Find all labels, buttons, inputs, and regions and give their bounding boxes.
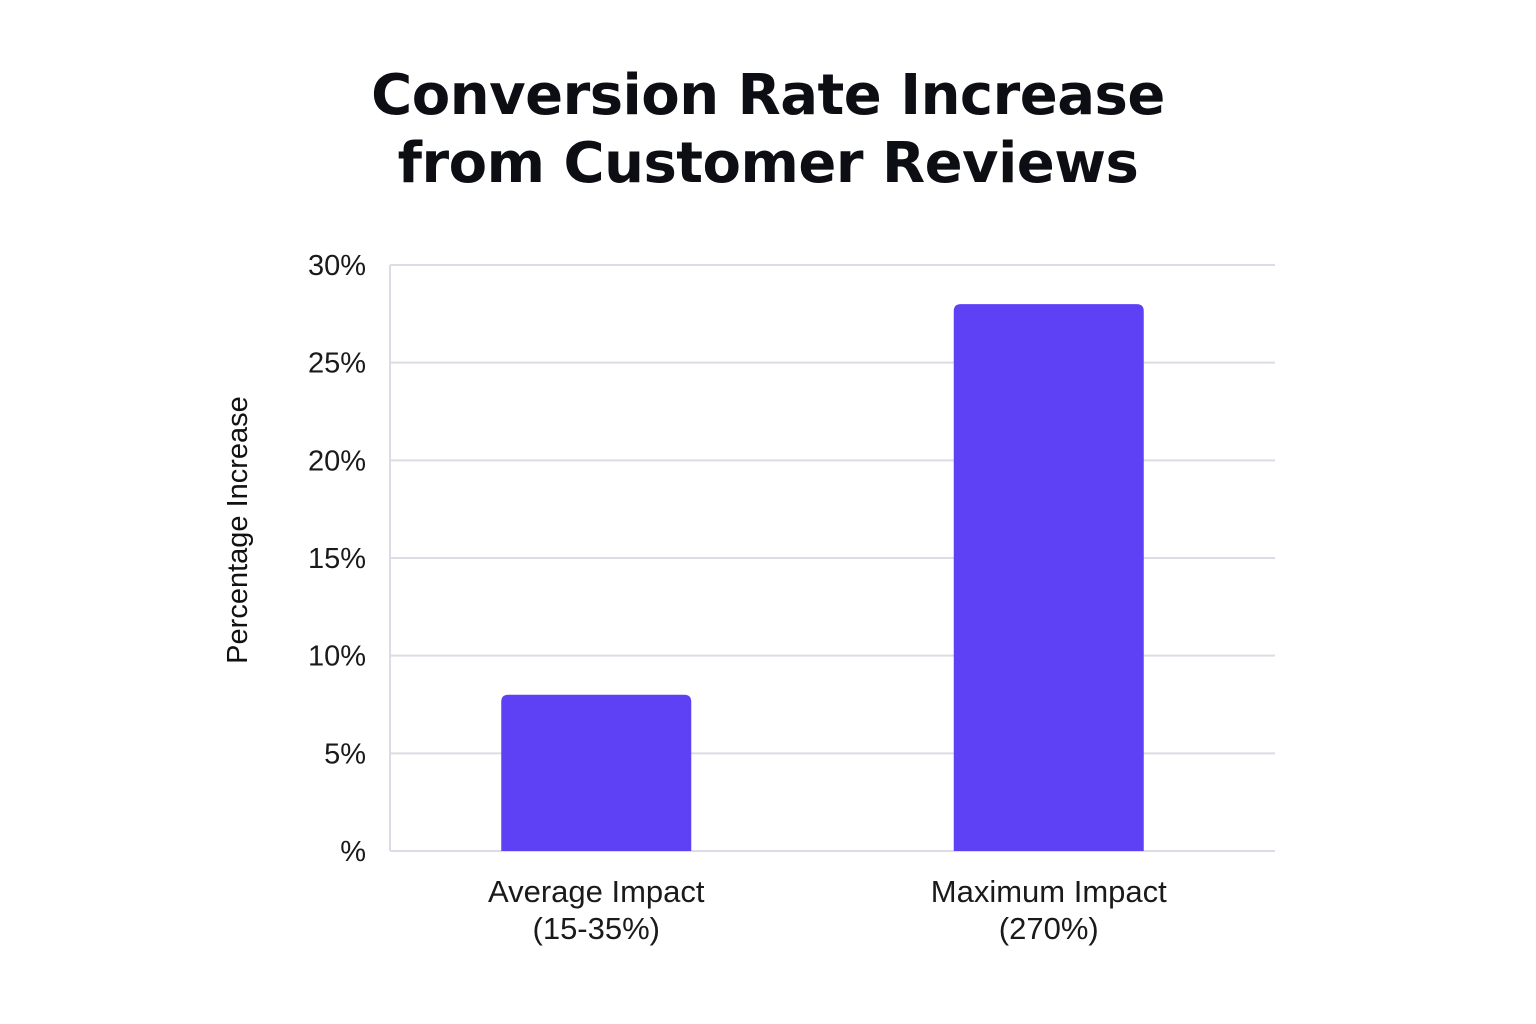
y-tick-label: 20% [308, 445, 366, 477]
y-tick-label: 15% [308, 543, 366, 575]
x-category-label: (270%) [999, 911, 1099, 946]
y-tick-label: 25% [308, 348, 366, 380]
bar-0 [501, 694, 692, 851]
x-category-label: (15-35%) [533, 911, 661, 946]
bar-1 [953, 304, 1144, 852]
chart-title-line-1: Conversion Rate Increase [371, 63, 1165, 128]
chart-title-line-2: from Customer Reviews [397, 131, 1139, 196]
y-tick-labels: % 5% 10% 15% 20% 25% 30% [308, 250, 366, 868]
x-category-label: Average Impact [488, 874, 705, 909]
y-tick-label: % [340, 836, 366, 868]
chart-title: Conversion Rate Increase from Customer R… [0, 62, 1536, 198]
y-axis-title: Percentage Increase [222, 396, 254, 664]
y-tick-label: 30% [308, 250, 366, 282]
y-tick-label: 10% [308, 641, 366, 673]
x-category-label: Maximum Impact [931, 874, 1167, 909]
bars [501, 304, 1144, 852]
x-category-labels: Average Impact(15-35%) Maximum Impact(270… [488, 874, 1167, 946]
y-tick-label: 5% [324, 738, 366, 770]
